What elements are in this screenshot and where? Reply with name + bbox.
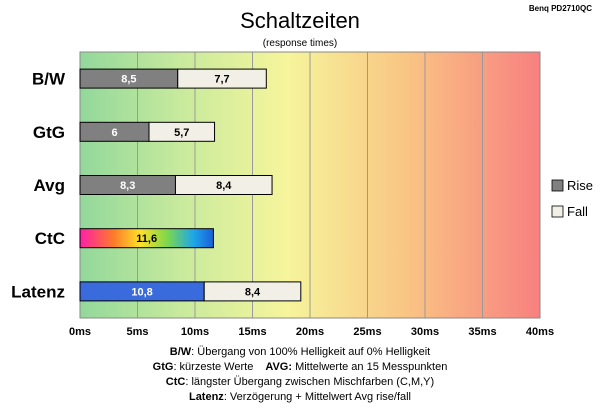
footer-key-avg: AVG: bbox=[265, 361, 292, 373]
footer-line-2: GtG: kürzeste Werte AVG: Mittelwerte an 1… bbox=[153, 361, 448, 373]
chart-title: Schaltzeiten bbox=[240, 8, 360, 33]
x-tick-label: 15ms bbox=[238, 326, 266, 338]
footer-line-3: CtC: längster Übergang zwischen Mischfar… bbox=[166, 376, 434, 388]
bar-label-fall: 8,4 bbox=[216, 180, 232, 192]
bar-rise bbox=[79, 228, 214, 249]
bar-label-rise: 8,5 bbox=[121, 74, 136, 86]
footer-line-4: Latenz: Verzögerung + Mittelwert Avg ris… bbox=[189, 391, 411, 403]
x-tick-label: 35ms bbox=[468, 326, 496, 338]
footer-key-bw: B/W bbox=[170, 346, 192, 358]
x-axis-ticks: 0ms 5ms 10ms 15ms 20ms 25ms 30ms 35ms 40ms bbox=[69, 326, 554, 338]
bar-label-rise: 10,8 bbox=[131, 286, 152, 298]
footer-text-latenz: : Verzögerung + Mittelwert Avg rise/fall bbox=[224, 391, 411, 403]
category-label: B/W bbox=[32, 70, 66, 89]
brand-label: Benq PD2710QC bbox=[529, 4, 592, 13]
category-label: Avg bbox=[34, 176, 66, 195]
x-tick-label: 30ms bbox=[411, 326, 439, 338]
bar-fall bbox=[148, 121, 216, 142]
footer: B/W: Übergang von 100% Helligkeit auf 0%… bbox=[153, 346, 448, 403]
x-tick-label: 25ms bbox=[353, 326, 381, 338]
category-label: Latenz bbox=[11, 282, 65, 301]
footer-text-bw: : Übergang von 100% Helligkeit auf 0% He… bbox=[191, 346, 430, 358]
category-label: GtG bbox=[33, 123, 65, 142]
footer-key-gtg: GtG bbox=[153, 361, 174, 373]
bar-label-fall: 8,4 bbox=[245, 286, 261, 298]
bar-fall bbox=[177, 68, 267, 89]
x-tick-label: 0ms bbox=[69, 326, 91, 338]
bar-label-rise: 11,6 bbox=[136, 233, 157, 245]
x-tick-label: 40ms bbox=[526, 326, 554, 338]
footer-text-ctc: : längster Übergang zwischen Mischfarben… bbox=[185, 376, 434, 388]
legend-swatch-rise bbox=[551, 179, 564, 192]
footer-key-latenz: Latenz bbox=[189, 391, 224, 403]
bar-label-rise: 6 bbox=[111, 127, 117, 139]
footer-text-gtg: : kürzeste Werte bbox=[173, 361, 253, 373]
category-label: CtC bbox=[35, 229, 65, 248]
footer-line-1: B/W: Übergang von 100% Helligkeit auf 0%… bbox=[170, 346, 430, 358]
x-tick-label: 5ms bbox=[126, 326, 148, 338]
footer-text-avg: Mittelwerte an 15 Messpunkten bbox=[292, 361, 447, 373]
bars: 8,5 7,7 6 5,7 8,3 8,4 11,6 10,8 8,4 bbox=[79, 68, 302, 302]
category-labels: B/W GtG Avg CtC Latenz bbox=[11, 70, 66, 302]
bar-label-rise: 8,3 bbox=[120, 180, 135, 192]
legend-swatch-fall bbox=[551, 205, 564, 218]
legend-label-fall: Fall bbox=[567, 204, 588, 219]
bar-label-fall: 7,7 bbox=[214, 74, 229, 86]
legend: Rise Fall bbox=[551, 178, 593, 219]
x-tick-label: 10ms bbox=[181, 326, 209, 338]
bar-fall bbox=[174, 175, 273, 195]
chart-subtitle: (response times) bbox=[263, 38, 337, 49]
bar-fall bbox=[203, 281, 302, 302]
legend-label-rise: Rise bbox=[567, 178, 593, 193]
footer-key-ctc: CtC bbox=[166, 376, 186, 388]
x-tick-label: 20ms bbox=[296, 326, 324, 338]
bar-label-fall: 5,7 bbox=[174, 127, 189, 139]
